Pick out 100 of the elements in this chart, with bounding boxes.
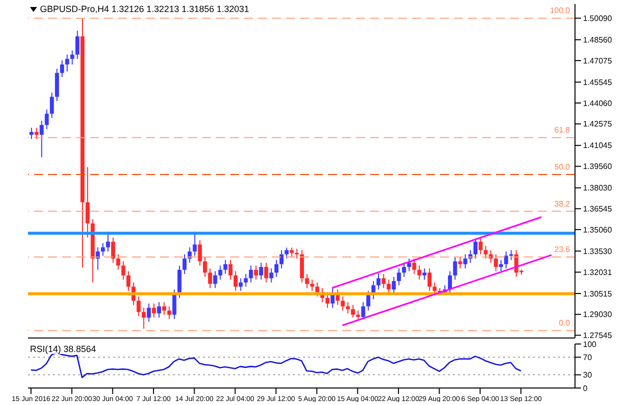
- candlestick: [274, 259, 278, 278]
- candlestick: [264, 262, 268, 283]
- y-tick-label: 1.50090: [583, 14, 612, 24]
- annotation: 100.0: [550, 6, 571, 16]
- candlestick: [315, 282, 320, 298]
- y-tick-label: 1.38030: [583, 184, 612, 193]
- candlestick: [361, 302, 366, 320]
- candlestick: [280, 250, 284, 269]
- y-tick-label: 1.33530: [583, 246, 612, 256]
- candlestick: [54, 68, 59, 102]
- candlestick: [259, 262, 264, 280]
- candlestick: [402, 262, 406, 278]
- candlestick: [60, 60, 64, 78]
- candlestick: [350, 304, 355, 318]
- candlestick: [494, 254, 498, 272]
- candlestick: [29, 127, 34, 140]
- y-tick-label: 30: [583, 370, 592, 380]
- candlestick: [234, 270, 238, 292]
- candlestick: [392, 276, 396, 294]
- annotation: 61.8: [554, 126, 571, 135]
- y-tick-label: 1.48560: [583, 36, 612, 45]
- candlestick: [376, 272, 381, 290]
- line-series: [30, 352, 522, 378]
- candlestick: [412, 258, 416, 275]
- candlestick: [463, 254, 468, 269]
- y-tick-label: 0: [583, 384, 588, 393]
- candlestick: [121, 260, 126, 280]
- y-tick-label: 1.42575: [583, 120, 612, 129]
- annotation: 0.0: [558, 318, 571, 328]
- candlestick: [177, 265, 182, 298]
- y-tick-label: 1.41045: [583, 141, 612, 150]
- candlestick: [70, 50, 74, 65]
- candlestick: [100, 242, 105, 256]
- candlestick: [111, 236, 116, 264]
- y-tick-label: 1.39560: [583, 162, 612, 172]
- candlestick: [136, 296, 141, 317]
- annotation: 23.6: [554, 244, 571, 254]
- y-tick-label: 1.47075: [583, 56, 612, 66]
- candlestick: [484, 245, 488, 260]
- candlestick: [44, 108, 49, 130]
- candlestick: [428, 268, 432, 292]
- y-tick-label: 1.32031: [583, 268, 612, 278]
- candlestick: [305, 274, 310, 289]
- candlestick: [407, 258, 412, 272]
- candlestick: [340, 296, 345, 312]
- candlestick: [213, 270, 218, 289]
- candlestick: [146, 303, 151, 322]
- candlestick: [152, 303, 156, 318]
- candlestick: [34, 127, 39, 140]
- candlestick: [422, 268, 426, 280]
- y-tick-label: 1.35060: [583, 225, 612, 234]
- candlestick: [182, 254, 187, 275]
- candlestick: [386, 279, 391, 294]
- candlestick: [202, 256, 207, 278]
- candlestick: [300, 250, 304, 283]
- candlestick: [248, 265, 253, 283]
- y-tick-label: 1.27545: [583, 331, 612, 340]
- candlestick: [294, 248, 299, 260]
- candlestick: [40, 120, 44, 158]
- candlestick: [116, 254, 120, 270]
- candlestick: [269, 268, 274, 283]
- annotation: 38.2: [554, 199, 571, 208]
- candlestick: [86, 166, 90, 238]
- candlestick: [218, 265, 222, 280]
- chart-title: RSI(14) 38.8564: [30, 344, 96, 354]
- y-tick-label: 100: [583, 340, 597, 349]
- candlestick: [167, 306, 172, 320]
- candlestick: [504, 251, 508, 269]
- candlestick: [417, 265, 422, 280]
- candlestick: [238, 278, 243, 292]
- candlestick: [473, 238, 478, 260]
- y-tick-label: 1.36545: [583, 204, 612, 214]
- candlestick: [284, 247, 289, 260]
- candlestick: [162, 302, 166, 316]
- candlestick: [198, 240, 202, 266]
- candlestick: [65, 54, 70, 72]
- y-tick-label: 1.45545: [583, 78, 612, 87]
- candlestick: [50, 92, 54, 118]
- y-tick-label: 1.44060: [583, 98, 612, 108]
- annotation: 50.0: [554, 162, 571, 172]
- chart-title: GBPUSD-Pro,H4 1.32126 1.32213 1.31856 1.32031: [40, 4, 250, 14]
- candlestick: [142, 307, 146, 330]
- candlestick: [172, 288, 176, 320]
- candlestick: [223, 259, 228, 275]
- candlestick: [290, 247, 294, 258]
- y-tick-label: 70: [583, 353, 592, 362]
- candlestick: [244, 274, 248, 288]
- candlestick: [382, 274, 386, 289]
- candlestick: [396, 268, 401, 286]
- y-tick-label: 1.29030: [583, 310, 612, 320]
- candlestick: [228, 259, 232, 280]
- candlestick: [208, 268, 212, 289]
- candlestick: [75, 30, 80, 60]
- candlestick: [366, 290, 370, 312]
- candlestick: [478, 238, 483, 255]
- y-tick-label: 1.30515: [583, 289, 612, 298]
- candlestick: [126, 270, 130, 292]
- candlestick: [448, 270, 452, 293]
- candlestick: [453, 256, 458, 280]
- candlestick: [498, 259, 503, 272]
